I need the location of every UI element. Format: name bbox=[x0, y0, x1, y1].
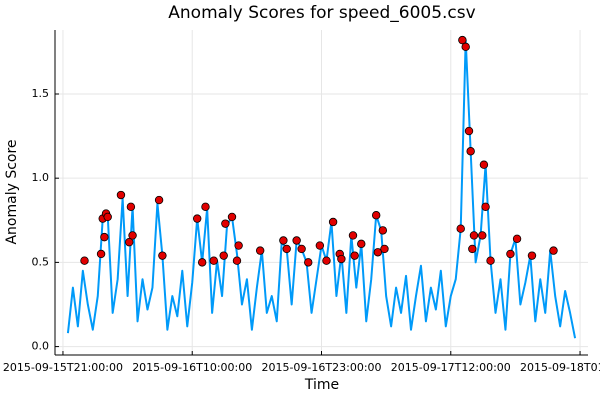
y-tick-label: 0.0 bbox=[32, 340, 50, 353]
anomaly-point bbox=[373, 248, 383, 257]
y-axis-label: Anomaly Score bbox=[4, 139, 20, 244]
anomaly-point bbox=[478, 231, 487, 240]
anomaly-point bbox=[232, 256, 242, 265]
anomaly-point bbox=[80, 256, 89, 265]
anomaly-point bbox=[337, 254, 346, 264]
anomaly-point bbox=[461, 42, 470, 52]
anomaly-point bbox=[116, 190, 126, 200]
anomaly-point bbox=[125, 237, 134, 247]
anomaly-point bbox=[219, 251, 228, 260]
anomaly-point bbox=[192, 214, 202, 223]
anomaly-point bbox=[512, 234, 522, 244]
anomaly-point bbox=[469, 231, 479, 240]
x-axis-label: Time bbox=[304, 377, 339, 393]
anomaly-point bbox=[197, 258, 207, 267]
anomaly-point bbox=[96, 249, 106, 259]
anomaly-point bbox=[227, 212, 237, 222]
anomaly-point bbox=[464, 126, 474, 136]
anomaly-point bbox=[456, 224, 465, 233]
anomaly-point bbox=[158, 251, 167, 260]
x-tick-label: 2015-09-17T12:00:00 bbox=[391, 361, 511, 374]
anomaly-point bbox=[506, 249, 515, 259]
anomaly-point bbox=[292, 236, 301, 245]
x-tick-label: 2015-09-16T10:00:00 bbox=[132, 361, 252, 374]
anomaly-point bbox=[154, 195, 164, 205]
anomaly-point bbox=[357, 239, 366, 249]
anomaly-point bbox=[466, 147, 475, 156]
anomaly-point bbox=[380, 244, 389, 254]
anomaly-point bbox=[209, 256, 218, 265]
anomaly-point bbox=[549, 246, 558, 255]
anomaly-point bbox=[304, 258, 313, 267]
y-tick-label: 1.0 bbox=[32, 171, 50, 184]
anomaly-point bbox=[315, 241, 325, 250]
anomaly-point bbox=[279, 236, 288, 245]
anomaly-point bbox=[371, 211, 381, 220]
anomaly-point bbox=[479, 160, 489, 169]
anomaly-point bbox=[297, 244, 306, 254]
anomaly-point bbox=[458, 35, 467, 45]
x-tick-label: 2015-09-15T21:00:00 bbox=[3, 361, 123, 374]
anomaly-point bbox=[527, 251, 537, 260]
chart-title: Anomaly Scores for speed_6005.csv bbox=[168, 3, 475, 23]
anomaly-point bbox=[128, 231, 137, 240]
anomaly-point bbox=[481, 202, 490, 212]
anomaly-point bbox=[255, 246, 265, 255]
anomaly-point bbox=[328, 217, 338, 227]
anomaly-point bbox=[348, 231, 358, 240]
anomaly-point bbox=[201, 202, 210, 212]
anomaly-point bbox=[322, 256, 331, 265]
anomaly-point bbox=[234, 241, 243, 250]
anomaly-point bbox=[378, 226, 388, 235]
anomaly-point bbox=[100, 232, 109, 242]
anomaly-point bbox=[282, 244, 291, 254]
x-tick-label: 2015-09-18T01:00:00 bbox=[520, 361, 600, 374]
anomaly-point bbox=[221, 219, 230, 228]
x-tick-label: 2015-09-16T23:00:00 bbox=[261, 361, 381, 374]
anomaly-point bbox=[350, 251, 359, 260]
anomaly-point bbox=[486, 256, 495, 265]
anomaly-point bbox=[103, 212, 112, 222]
anomaly-point bbox=[468, 244, 477, 254]
y-tick-label: 1.5 bbox=[32, 87, 50, 100]
anomaly-point bbox=[126, 202, 136, 212]
y-tick-label: 0.5 bbox=[32, 255, 50, 268]
